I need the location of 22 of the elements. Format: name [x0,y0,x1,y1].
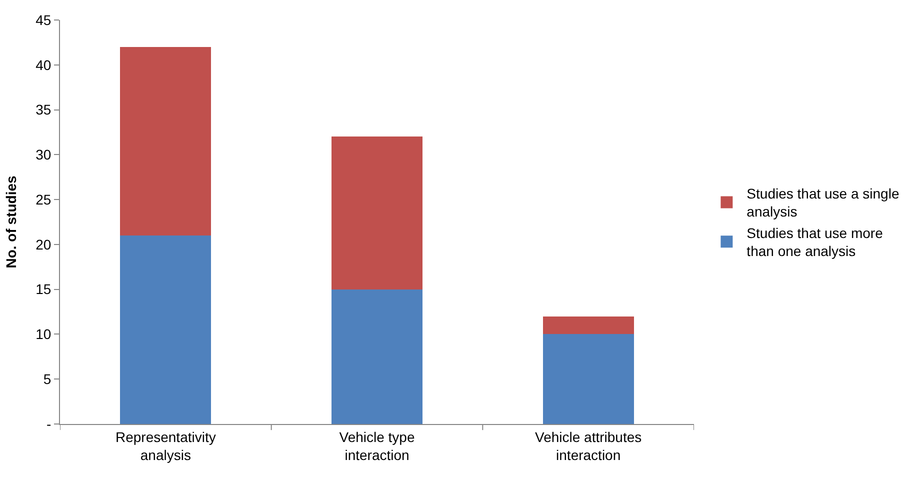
y-tick-label: 25 [36,191,52,208]
y-tick-label: - [46,416,52,432]
y-tick-label: 30 [36,146,52,163]
y-tick-label: 45 [36,12,52,28]
bar [542,316,634,334]
bar [542,334,634,424]
y-tick-label: 5 [43,371,52,388]
legend-label: Studies that use a single analysis [746,186,900,220]
bar [120,46,212,236]
y-tick-label: 20 [36,236,52,252]
legend-label: Studies that use more than one analysis [746,224,884,260]
bar [120,235,212,424]
y-tick-label: 40 [36,56,52,73]
bar [332,289,422,424]
y-tick-label: 15 [36,281,52,298]
y-axis-title: No. of studies [3,176,20,268]
y-tick-label: 10 [36,326,52,342]
x-tick-label: Vehicle type interaction [339,428,415,463]
bar [332,136,422,290]
x-tick-label: Representativity analysis [115,428,216,463]
y-tick-label: 35 [36,102,52,118]
x-tick-label: Vehicle attributes interaction [535,428,642,463]
